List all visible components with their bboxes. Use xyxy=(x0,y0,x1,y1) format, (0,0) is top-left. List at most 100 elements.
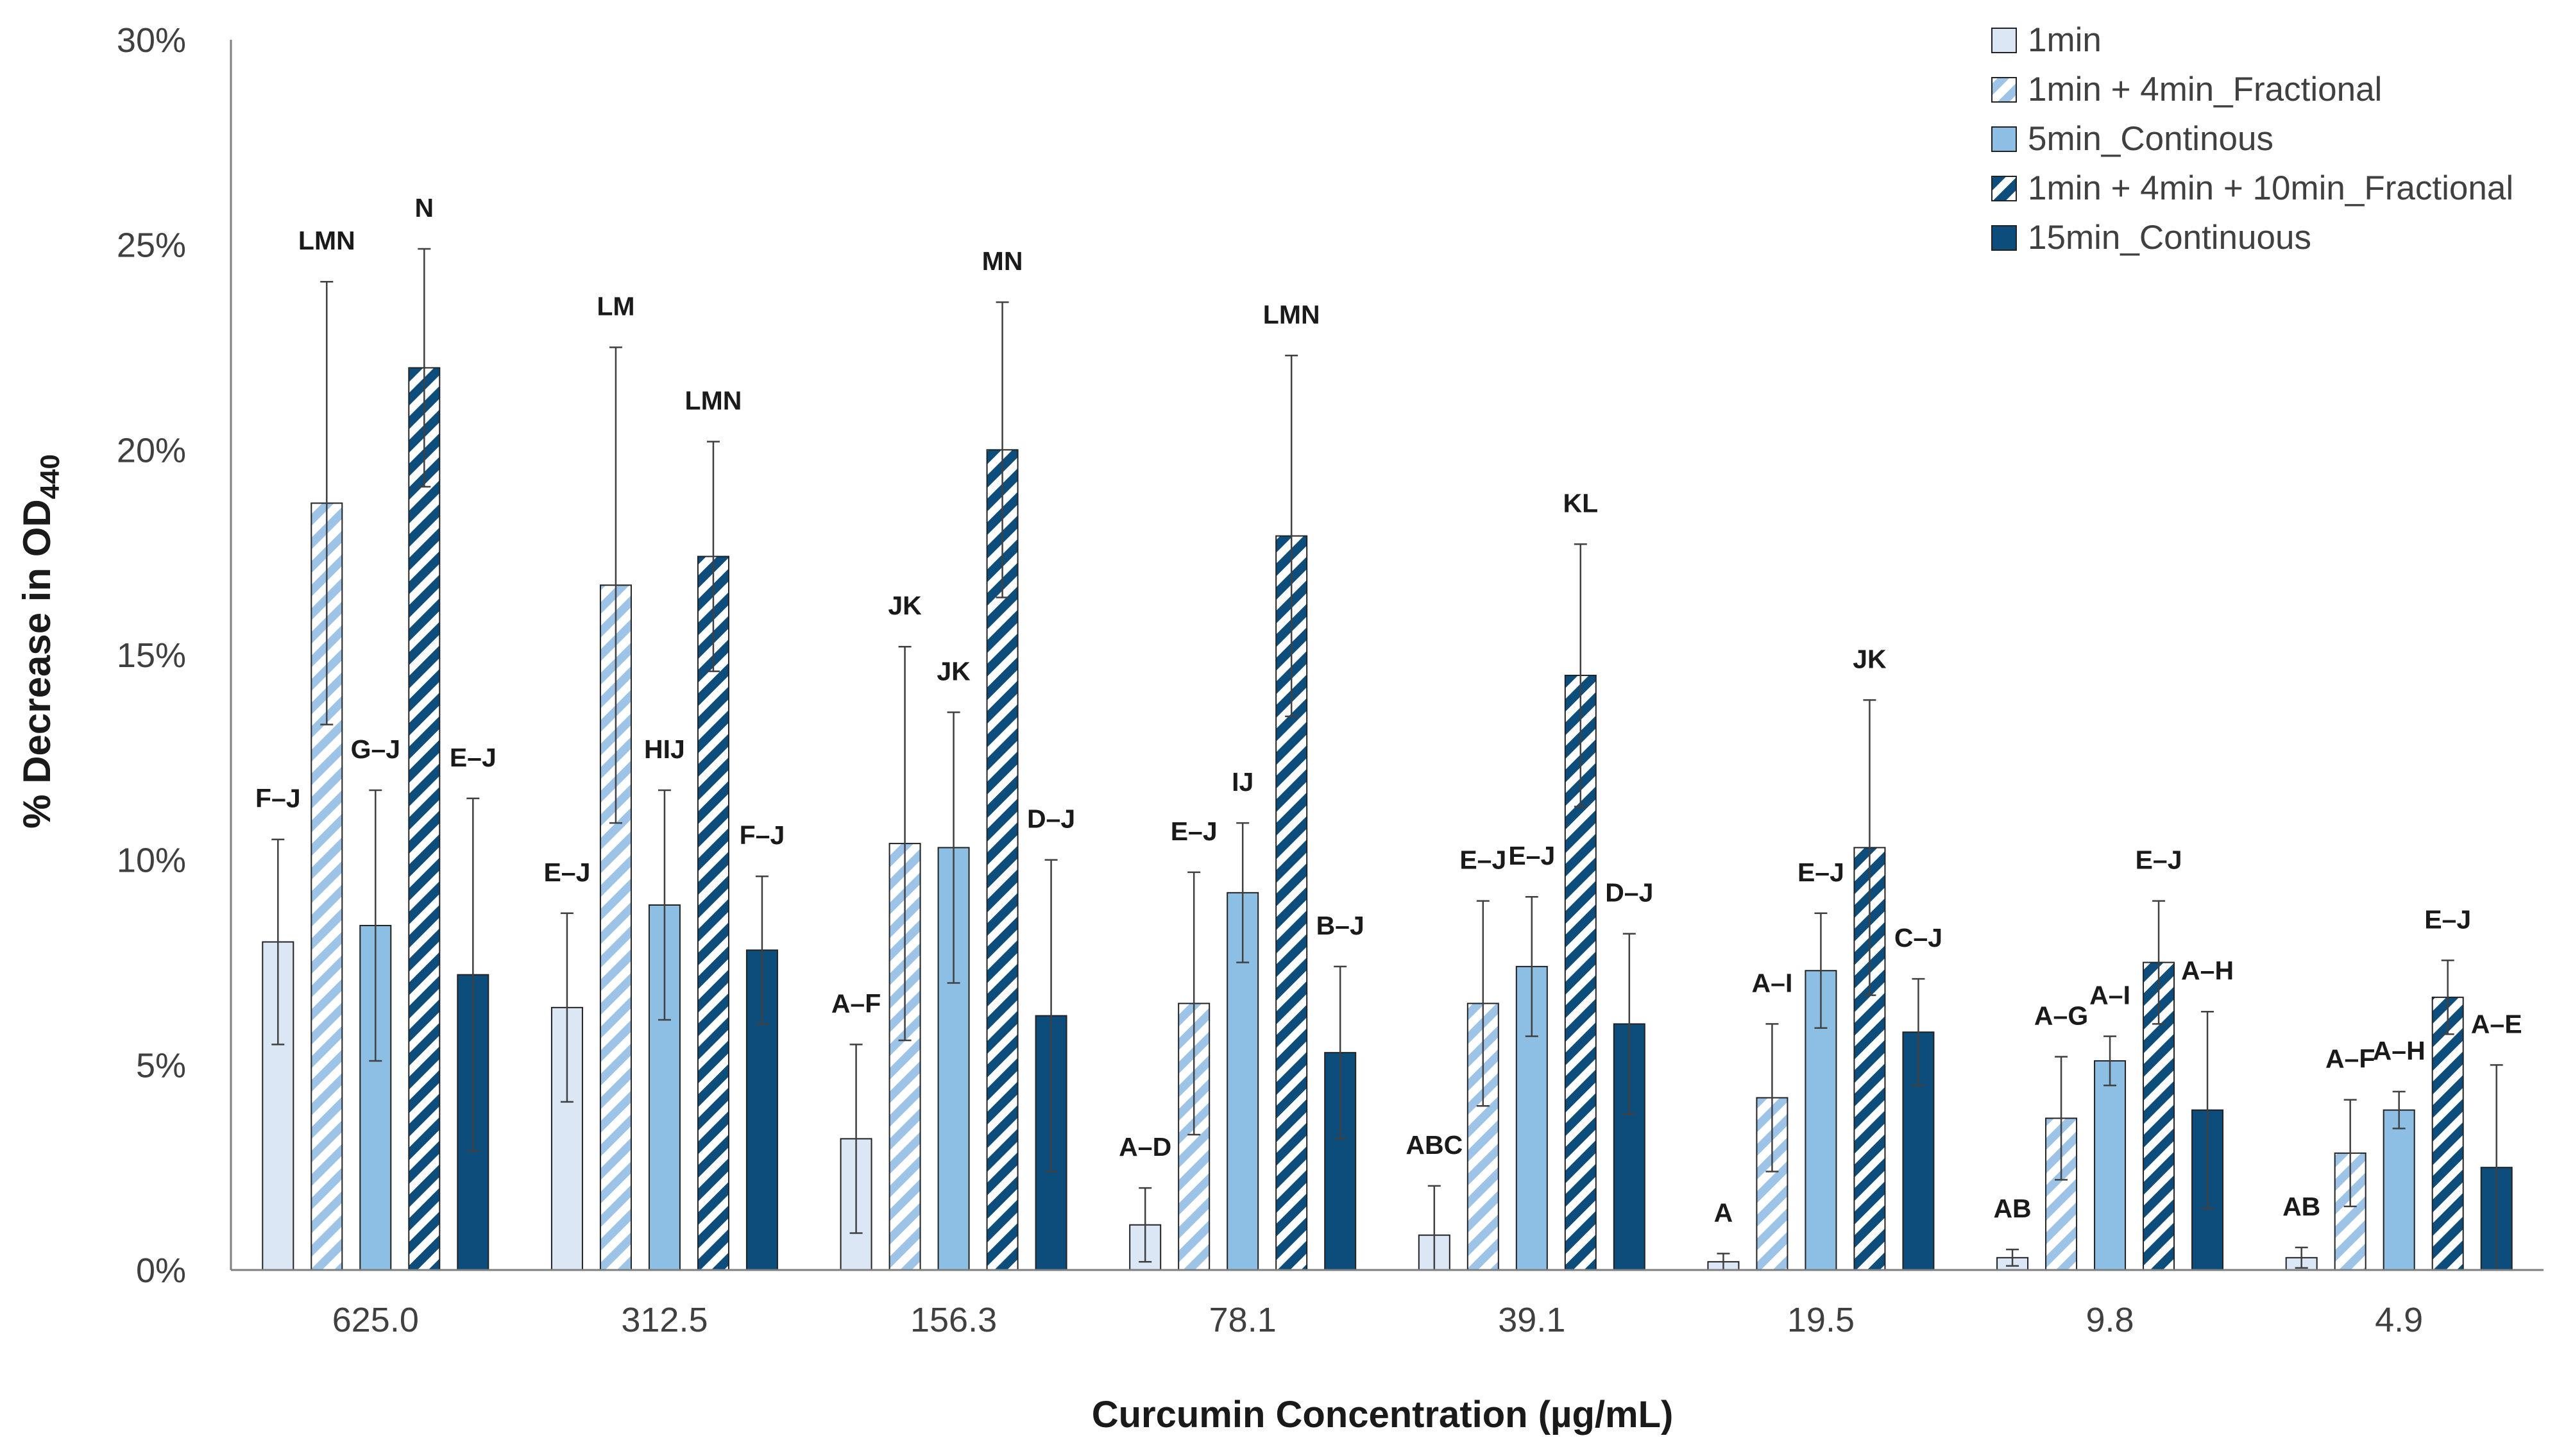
error-bar xyxy=(849,1044,863,1234)
error-bar xyxy=(418,248,431,488)
y-tick-label: 20% xyxy=(117,431,186,470)
significance-label: LMN xyxy=(1263,300,1320,329)
x-tick-label: 19.5 xyxy=(1787,1301,1855,1339)
error-bar xyxy=(1912,978,1925,1087)
x-axis-title: Curcumin Concentration (µg/mL) xyxy=(1092,1394,1674,1435)
error-bar xyxy=(1187,871,1201,1136)
error-bar xyxy=(947,711,960,984)
significance-label: D–J xyxy=(1605,878,1653,908)
legend-swatch xyxy=(1991,176,2017,201)
bars: F–JLMNG–JNE–JE–JLMHIJLMNF–JA–FJKJKMND–JA… xyxy=(255,193,2522,1271)
y-tick-label: 15% xyxy=(117,636,186,675)
significance-label: JK xyxy=(937,657,971,686)
significance-label: N xyxy=(415,193,434,223)
y-axis-title-main: % Decrease in OD xyxy=(15,499,58,829)
significance-label: E–J xyxy=(1797,858,1844,887)
error-bar xyxy=(658,789,671,1021)
legend-label: 5min_Continous xyxy=(2028,120,2273,158)
x-tick-label: 625.0 xyxy=(332,1301,419,1339)
significance-label: AB xyxy=(2282,1192,2320,1221)
significance-label: A–G xyxy=(2034,1001,2088,1031)
significance-label: JK xyxy=(1853,644,1887,673)
significance-label: E–J xyxy=(1171,817,1218,846)
y-axis-title: % Decrease in OD440 xyxy=(15,454,65,829)
significance-label: D–J xyxy=(1027,804,1075,834)
error-bar xyxy=(2103,1035,2117,1087)
legend: 1min 1min + 4min_Fractional 5min_Continous… xyxy=(1991,21,2513,257)
bar xyxy=(2094,1060,2127,1271)
significance-label: A–E xyxy=(2471,1009,2522,1038)
error-bar xyxy=(2152,900,2166,1025)
bar xyxy=(1515,965,1548,1271)
error-bar xyxy=(1622,933,1636,1115)
error-bar xyxy=(466,797,480,1152)
significance-label: KL xyxy=(1563,488,1598,518)
legend-item: 1min + 4min_Fractional xyxy=(1991,71,2382,108)
error-bar xyxy=(1236,822,1250,963)
legend-label: 1min xyxy=(2028,21,2102,59)
legend-label: 15min_Continuous xyxy=(2028,219,2311,257)
error-bar xyxy=(755,875,769,1025)
legend-item: 1min xyxy=(1991,21,2102,59)
significance-label: AB xyxy=(1993,1194,2031,1223)
significance-label: F–J xyxy=(740,820,785,850)
error-bar xyxy=(1525,895,1538,1037)
significance-label: E–J xyxy=(543,858,590,887)
bar xyxy=(2383,1109,2415,1271)
error-bar xyxy=(898,645,912,1042)
legend-label: 1min + 4min_Fractional xyxy=(2028,71,2382,108)
significance-label: LMN xyxy=(685,386,742,416)
significance-label: G–J xyxy=(351,734,401,764)
error-bar xyxy=(560,912,574,1103)
x-tick-label: 78.1 xyxy=(1209,1301,1277,1339)
significance-label: A–H xyxy=(2181,956,2234,985)
legend-item: 15min_Continuous xyxy=(1991,219,2311,257)
legend-swatch xyxy=(1991,77,2017,103)
bar xyxy=(408,367,441,1271)
legend-swatch xyxy=(1991,126,2017,152)
error-bar xyxy=(369,789,382,1062)
significance-label: A xyxy=(1714,1198,1733,1227)
legend-swatch xyxy=(1991,225,2017,251)
error-bar xyxy=(2006,1248,2019,1267)
error-bar xyxy=(996,301,1009,598)
bar xyxy=(697,555,729,1271)
significance-label: A–F xyxy=(831,988,881,1018)
y-tick-label: 10% xyxy=(117,842,186,880)
significance-label: E–J xyxy=(450,743,497,772)
x-tick-label: 156.3 xyxy=(910,1301,997,1339)
significance-label: A–D xyxy=(1119,1132,1171,1162)
error-bar xyxy=(1285,355,1298,718)
error-bar xyxy=(2343,1099,2357,1208)
significance-label: HIJ xyxy=(644,734,685,764)
y-axis-title-subscript: 440 xyxy=(35,454,65,499)
error-bar xyxy=(1139,1187,1152,1263)
x-tick-label: 4.9 xyxy=(2375,1301,2423,1339)
error-bar xyxy=(1574,543,1587,808)
significance-label: E–J xyxy=(2424,904,2471,934)
error-bar xyxy=(1476,900,1490,1107)
legend-label: 1min + 4min + 10min_Fractional xyxy=(2028,169,2513,207)
significance-label: A–I xyxy=(2089,981,2130,1010)
error-bar xyxy=(2055,1056,2068,1181)
x-axis: 625.0 312.5 156.3 78.1 39.1 19.5 9.8 4.9 xyxy=(231,1269,2544,1339)
error-bar xyxy=(1814,912,1828,1029)
error-bar xyxy=(706,441,720,672)
significance-label: C–J xyxy=(1894,923,1942,952)
error-bar xyxy=(2201,1010,2214,1210)
y-tick-label: 5% xyxy=(136,1046,186,1085)
error-bar xyxy=(1044,859,1058,1172)
y-tick-label: 25% xyxy=(117,226,186,265)
significance-label: LM xyxy=(597,292,634,321)
error-bar xyxy=(320,280,334,725)
y-tick-label: 0% xyxy=(136,1251,186,1290)
bar xyxy=(2431,996,2464,1271)
y-tick-label: 30% xyxy=(117,21,186,60)
legend-item: 5min_Continous xyxy=(1991,120,2273,158)
significance-label: IJ xyxy=(1232,767,1253,797)
significance-label: MN xyxy=(982,246,1023,276)
significance-label: E–J xyxy=(1459,845,1506,875)
significance-label: A–F xyxy=(2325,1044,2375,1074)
error-bar xyxy=(1334,965,1347,1140)
